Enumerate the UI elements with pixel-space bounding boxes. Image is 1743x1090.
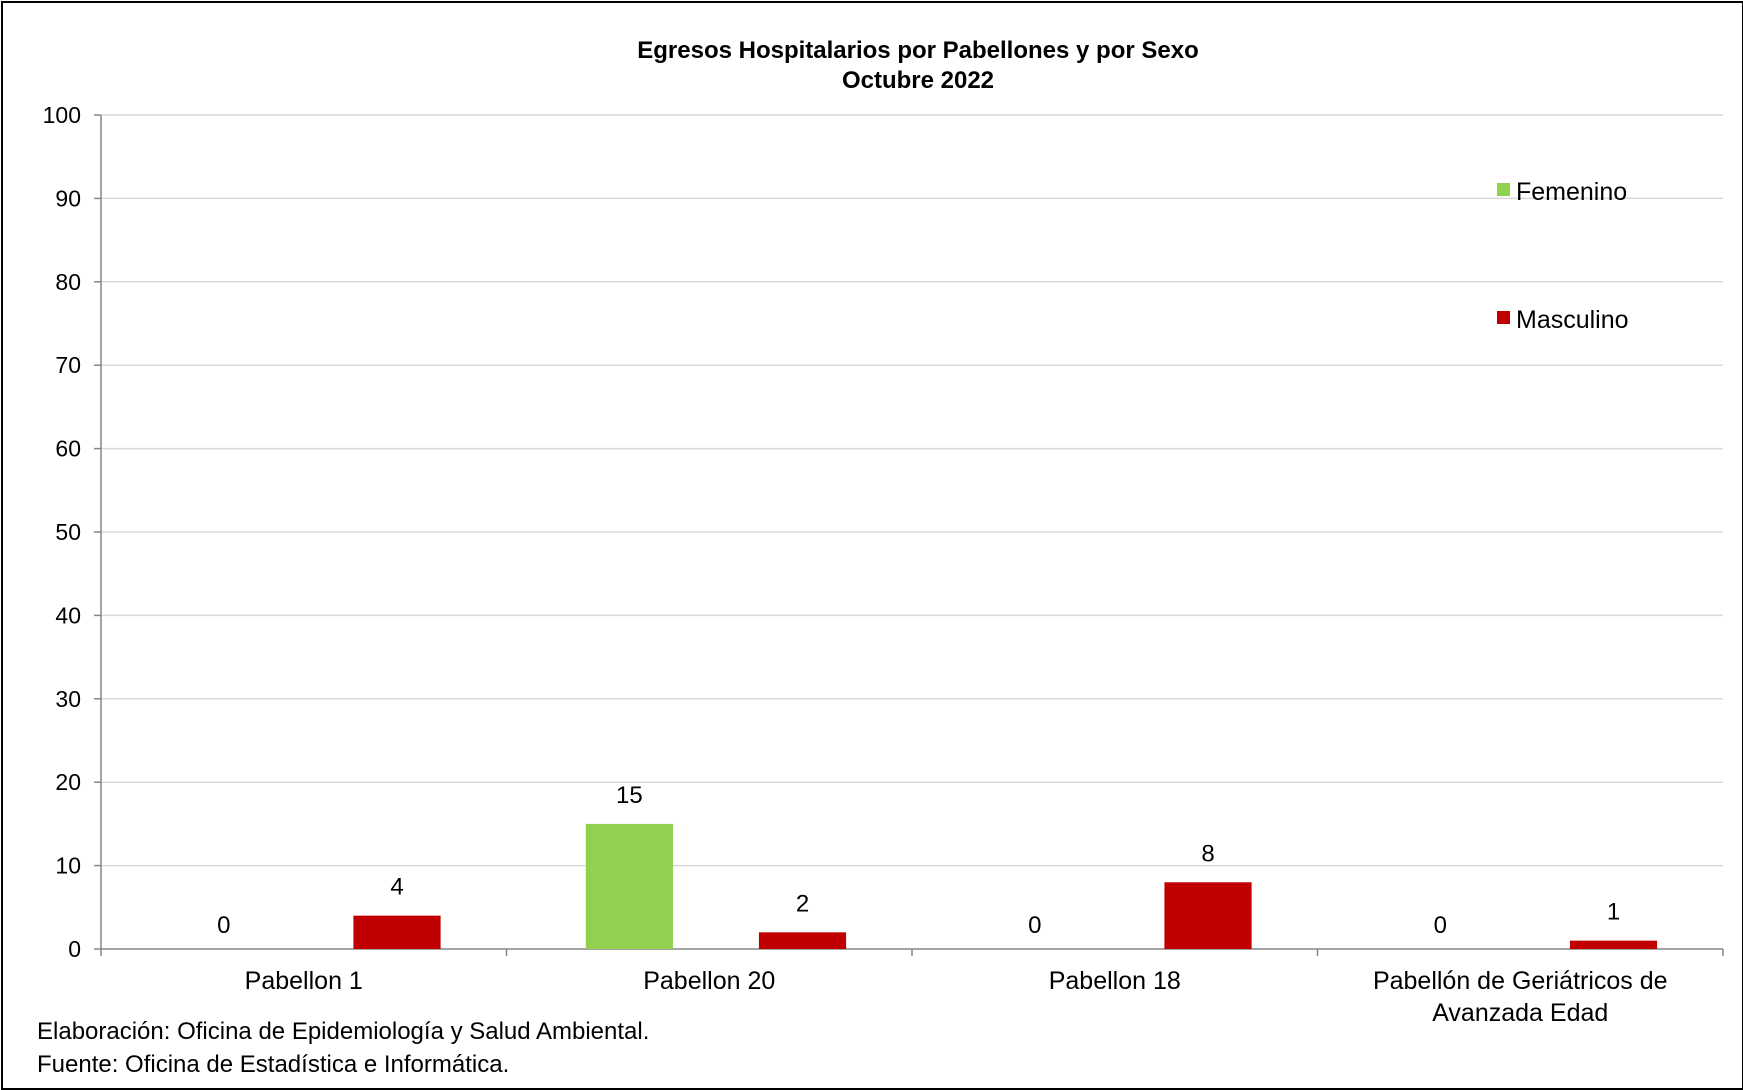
data-label-masculino-2: 2	[796, 890, 809, 917]
bars	[353, 823, 1658, 949]
bar-masculino-2	[758, 932, 847, 949]
y-tick-label: 70	[55, 352, 81, 378]
y-tick-label: 0	[68, 936, 81, 962]
y-tick-label: 80	[55, 269, 81, 295]
y-tick-label: 30	[55, 686, 81, 712]
y-tick-label: 90	[55, 185, 81, 211]
elaboracion-note: Elaboración: Oficina de Epidemiología y …	[37, 1018, 650, 1045]
data-label-femenino-1: 0	[217, 912, 230, 939]
x-axis: Pabellon 1 Pabellon 20 Pabellon 18 Pabellón…	[100, 948, 1724, 1027]
y-axis: 0 10 20 30 40 50 60 70 80 90 100	[43, 102, 102, 962]
legend-label-femenino: Femenino	[1516, 178, 1627, 206]
data-label-femenino-3: 0	[1028, 912, 1041, 939]
chart-subtitle: Octubre 2022	[842, 67, 994, 94]
x-category-label: Pabellon 1	[245, 967, 363, 995]
data-label-femenino-2: 15	[616, 782, 643, 809]
x-category-label: Pabellón de Geriátricos de	[1373, 967, 1668, 995]
legend: Femenino Masculino	[1497, 178, 1629, 334]
data-label-masculino-1: 4	[390, 874, 403, 901]
fuente-note: Fuente: Oficina de Estadística e Informá…	[37, 1051, 510, 1078]
data-label-masculino-3: 8	[1201, 840, 1214, 867]
y-tick-label: 100	[43, 102, 81, 128]
y-tick-label: 40	[55, 602, 81, 628]
bar-masculino-1	[353, 915, 441, 949]
y-tick-label: 10	[55, 853, 81, 879]
gridlines	[101, 114, 1723, 867]
y-tick-label: 60	[55, 436, 81, 462]
legend-label-masculino: Masculino	[1516, 306, 1629, 334]
x-category-label: Avanzada Edad	[1432, 999, 1608, 1027]
legend-swatch-masculino	[1497, 311, 1510, 324]
y-tick-label: 20	[55, 769, 81, 795]
bar-masculino-4	[1569, 940, 1658, 949]
data-label-masculino-4: 1	[1607, 899, 1620, 926]
data-labels: 0 15 0 0 4 2 8 1	[217, 782, 1620, 939]
x-category-label: Pabellon 18	[1049, 967, 1181, 995]
bar-femenino-2	[585, 823, 673, 949]
y-tick-label: 50	[55, 519, 81, 545]
legend-swatch-femenino	[1497, 183, 1510, 196]
bar-masculino-3	[1164, 882, 1252, 949]
data-label-femenino-4: 0	[1434, 912, 1447, 939]
x-category-label: Pabellon 20	[643, 967, 775, 995]
chart-title: Egresos Hospitalarios por Pabellones y p…	[637, 37, 1199, 64]
